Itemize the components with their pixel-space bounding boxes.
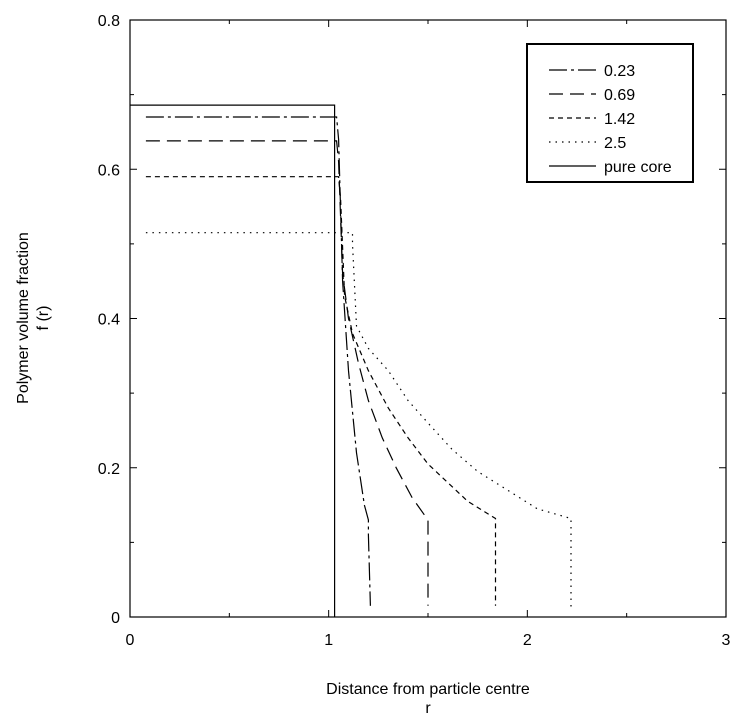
legend-label: 1.42 bbox=[604, 111, 635, 128]
series-line-pure-core bbox=[130, 104, 336, 617]
y-tick-label: 0.2 bbox=[98, 461, 120, 478]
x-tick-label: 2 bbox=[523, 632, 532, 649]
x-tick-label: 0 bbox=[126, 632, 135, 649]
x-axis-title: Distance from particle centre bbox=[326, 681, 530, 698]
y-axis-symbol: f (r) bbox=[35, 306, 52, 331]
legend-box bbox=[526, 43, 694, 183]
legend-label: 2.5 bbox=[604, 135, 626, 152]
series-line-1-42 bbox=[145, 176, 497, 606]
series-line-0-69 bbox=[145, 140, 429, 606]
y-axis-title: Polymer volume fraction bbox=[15, 232, 32, 404]
y-tick-label: 0.4 bbox=[98, 312, 120, 329]
y-tick-label: 0.6 bbox=[98, 162, 120, 179]
series-line-0-23 bbox=[145, 116, 371, 606]
legend-label: 0.69 bbox=[604, 87, 635, 104]
legend: 0.23 0.69 1.42 2.5 pure core bbox=[526, 43, 694, 183]
axis-ticks: 0 1 2 3 0 0.2 0.4 0.6 0.8 bbox=[98, 13, 731, 649]
y-tick-label: 0.8 bbox=[98, 13, 120, 30]
legend-label: pure core bbox=[604, 159, 672, 176]
x-tick-label: 3 bbox=[722, 632, 731, 649]
x-tick-label: 1 bbox=[324, 632, 333, 649]
x-axis-symbol: r bbox=[425, 700, 431, 717]
series-line-2-5 bbox=[145, 232, 572, 610]
legend-label: 0.23 bbox=[604, 63, 635, 80]
series-layer bbox=[130, 104, 572, 617]
y-tick-label: 0 bbox=[111, 610, 120, 627]
